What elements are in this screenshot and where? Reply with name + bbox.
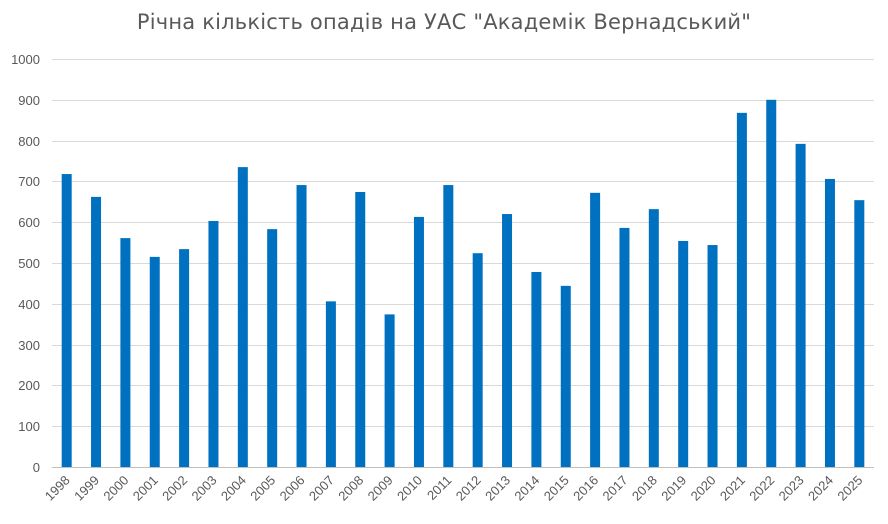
x-tick-label: 2004 (218, 473, 249, 504)
x-tick-label: 2012 (453, 473, 484, 504)
x-tick-label: 2015 (541, 473, 572, 504)
x-tick-label: 2025 (834, 473, 865, 504)
y-axis-tick-labels: 0 100 200 300 400 500 600 700 800 900 1000 (11, 52, 40, 475)
bar-2007 (325, 301, 336, 467)
y-tick-label: 700 (18, 174, 40, 189)
x-tick-label: 2001 (130, 473, 161, 504)
y-tick-label: 800 (18, 134, 40, 149)
bar-2018 (648, 209, 659, 467)
x-tick-label: 2014 (511, 473, 542, 504)
x-tick-label: 2000 (100, 473, 131, 504)
x-tick-label: 2020 (688, 473, 719, 504)
bars (61, 99, 865, 468)
x-tick-label: 2019 (658, 473, 689, 504)
gridlines (52, 59, 874, 468)
bar-1999 (91, 196, 102, 467)
bar-2022 (766, 99, 777, 468)
x-tick-label: 2021 (717, 473, 748, 504)
y-tick-label: 1000 (11, 52, 40, 67)
bar-2003 (208, 220, 219, 467)
y-tick-label: 100 (18, 419, 40, 434)
bar-2024 (824, 178, 835, 467)
bar-2023 (795, 143, 806, 468)
bar-2002 (179, 249, 190, 467)
x-tick-label: 2013 (482, 473, 513, 504)
chart-title: Річна кількість опадів на УАС "Академік … (136, 10, 752, 34)
x-tick-label: 2007 (306, 473, 337, 504)
bar-2011 (443, 185, 454, 467)
bar-2014 (531, 271, 542, 467)
bar-2004 (237, 167, 248, 467)
bar-2000 (120, 238, 131, 467)
x-tick-label: 2017 (600, 473, 631, 504)
x-tick-label: 2010 (394, 473, 425, 504)
bar-2012 (472, 253, 483, 467)
x-tick-label: 2006 (277, 473, 308, 504)
x-tick-label: 1998 (42, 473, 73, 504)
bar-2019 (678, 240, 689, 467)
x-tick-label: 2002 (159, 473, 190, 504)
bar-2005 (267, 229, 278, 467)
bar-2001 (149, 256, 160, 467)
x-tick-label: 2011 (424, 473, 454, 503)
y-tick-label: 900 (18, 93, 40, 108)
bar-2016 (590, 192, 601, 467)
x-tick-label: 2003 (189, 473, 220, 504)
x-tick-label: 2018 (629, 473, 660, 504)
x-tick-label: 2022 (746, 473, 777, 504)
x-tick-label: 2016 (570, 473, 601, 504)
x-tick-label: 2024 (805, 473, 836, 504)
y-tick-label: 200 (18, 378, 40, 393)
bar-2021 (736, 112, 747, 468)
y-tick-label: 400 (18, 297, 40, 312)
y-tick-label: 300 (18, 338, 40, 353)
bar-2025 (854, 200, 865, 468)
bar-2009 (384, 314, 395, 467)
bar-2013 (502, 214, 513, 467)
bar-2015 (560, 285, 571, 467)
y-tick-label: 0 (33, 460, 40, 475)
x-tick-label: 1999 (71, 473, 102, 504)
x-tick-label: 2009 (365, 473, 396, 504)
bar-2020 (707, 245, 718, 467)
bar-2006 (296, 185, 307, 467)
x-tick-label: 2008 (335, 473, 366, 504)
y-tick-label: 500 (18, 256, 40, 271)
bar-2008 (355, 192, 366, 467)
x-axis-tick-labels: 1998199920002001200220032004200520062007… (42, 473, 866, 504)
bar-2017 (619, 227, 630, 467)
bar-1998 (61, 174, 72, 467)
x-tick-label: 2023 (776, 473, 807, 504)
x-tick-label: 2005 (247, 473, 278, 504)
y-tick-label: 600 (18, 215, 40, 230)
bar-2010 (413, 216, 424, 467)
